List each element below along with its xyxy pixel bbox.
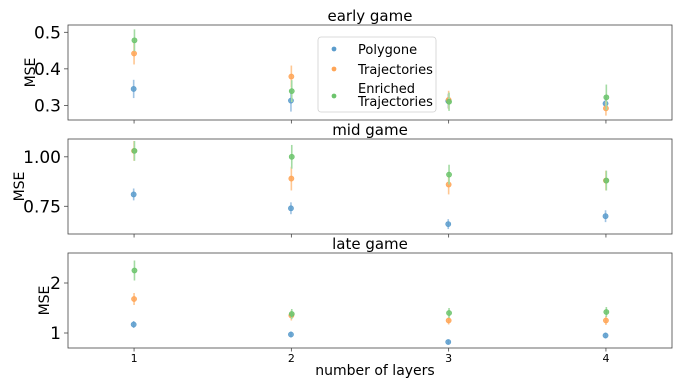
point-trajectories [603,317,609,324]
y-tick-label: 0.3 [34,96,61,116]
legend-box [317,36,437,113]
point-polygone [445,221,452,228]
point-polygone [602,332,609,339]
point-enriched-trajectories [131,267,138,274]
panel-title: early game [328,7,413,25]
y-tick-label: 0.4 [34,60,61,80]
point-polygone [445,339,452,345]
point-trajectories [131,50,137,57]
point-polygone [602,213,609,220]
plot-frame [67,138,673,235]
point-polygone [130,321,137,328]
y-tick-label: 1.00 [23,148,61,168]
x-axis-label: number of layers [315,363,434,378]
point-enriched-trajectories [288,88,295,95]
legend-label-enriched-trajectories: Enriched [358,82,415,97]
x-tick-label: 3 [445,352,452,365]
point-polygone [288,331,294,338]
point-enriched-trajectories [603,309,610,315]
legend-label-trajectories: Trajectories [357,63,433,78]
point-trajectories [445,317,452,324]
point-trajectories [288,73,295,80]
x-tick-label: 1 [131,352,138,365]
point-polygone [288,205,294,212]
point-polygone [130,86,137,92]
panel-title: mid game [332,121,408,139]
panel-1: early game MSE 0.3 0.4 0.5 Polygone Trajectori… [23,7,673,124]
point-polygone [288,97,294,104]
point-enriched-trajectories [288,153,295,160]
y-axis-label: MSE [37,286,53,316]
point-trajectories [288,175,295,182]
x-tick-label: 4 [602,352,609,365]
y-tick-label: 1 [50,324,61,344]
y-tick-label: 0.75 [23,197,61,217]
point-enriched-trajectories [131,37,138,44]
point-enriched-trajectories [603,177,610,184]
point-enriched-trajectories [603,94,610,101]
point-enriched-trajectories [446,310,452,316]
point-enriched-trajectories [131,147,138,154]
legend-marker-trajectories [331,66,337,72]
y-tick-label: 2 [50,274,61,294]
point-enriched-trajectories [288,311,295,317]
legend-label-enriched-trajectories: Trajectories [357,95,433,110]
point-polygone [130,191,137,198]
legend-label-polygone: Polygone [358,43,417,58]
y-axis-label: MSE [23,58,39,88]
legend-marker-enriched-trajectories [331,93,337,99]
plot-frame [67,252,673,349]
point-enriched-trajectories [446,98,452,105]
x-tick-label: 2 [288,352,295,365]
panel-3: late game MSE 1 2 1 2 3 4 [37,235,673,365]
legend-marker-polygone [331,46,337,52]
point-enriched-trajectories [446,171,452,178]
point-trajectories [131,296,137,302]
panels-layer: early game MSE 0.3 0.4 0.5 Polygone Trajectori… [12,7,673,365]
panel-title: late game [332,235,408,253]
y-axis-label: MSE [12,172,28,202]
plot-frame [67,24,673,121]
y-tick-label: 0.5 [34,23,61,43]
